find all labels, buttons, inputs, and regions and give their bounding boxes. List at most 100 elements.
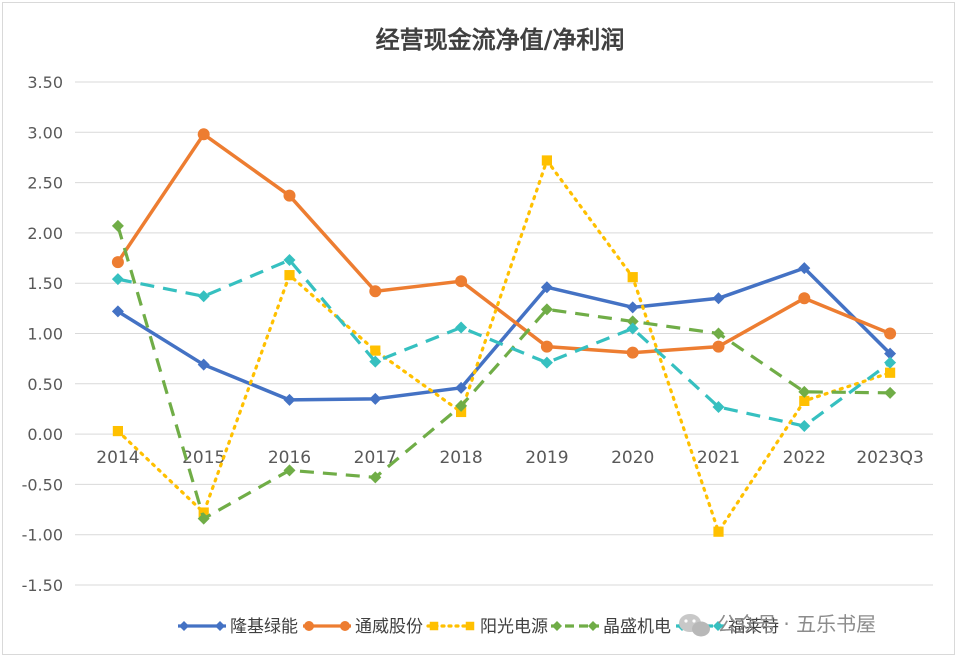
data-point [712,400,725,413]
data-point [369,355,382,368]
data-point [540,281,553,294]
y-tick-label: 2.50 [27,174,63,193]
y-tick-label: 1.50 [27,274,63,293]
legend-item: 通威股份 [303,617,423,637]
series-line [117,258,892,428]
legend-label: 阳光电源 [480,617,548,637]
data-point [111,256,124,269]
data-point [369,471,382,484]
legend-marker [340,621,350,631]
y-tick-label: 2.00 [27,224,63,243]
legend: 隆基绿能 通威股份 阳光电源 晶盛机电 福莱特 [178,617,779,637]
data-point [626,315,639,328]
series-group [111,128,897,537]
data-point [540,356,553,369]
y-tick-label: 1.00 [27,325,63,344]
x-tick-label: 2015 [182,448,225,468]
y-tick-label: -1.00 [22,526,63,545]
legend-item: 晶盛机电 [551,617,671,637]
legend-label: 福莱特 [728,617,779,637]
data-point [885,367,896,378]
data-point [111,273,124,286]
series-3 [112,155,896,537]
legend-marker [215,621,225,631]
legend-label: 晶盛机电 [603,617,671,637]
data-point [712,327,725,340]
series-1 [111,262,897,406]
series-line [116,266,892,402]
data-point [112,425,123,437]
legend-marker [552,621,562,631]
data-point [713,526,724,537]
x-tick-label: 2023Q3 [856,448,923,468]
data-point [626,322,639,335]
data-point [798,385,811,398]
data-point [197,290,210,303]
data-point [369,285,382,298]
legend-label: 隆基绿能 [230,617,298,637]
data-point [111,305,124,318]
y-tick-label: 0.50 [27,375,63,394]
data-point [198,507,209,518]
gridlines [75,81,933,586]
line-chart: 经营现金流净值/净利润 3.50 3.00 2.50 2.00 1.50 1.00 0.50… [22,26,933,637]
data-point [197,512,210,525]
data-point [283,393,296,406]
x-tick-label: 2018 [439,448,482,468]
data-point [626,346,639,359]
data-point [197,358,210,371]
data-point [884,347,897,360]
legend-marker [429,621,439,631]
y-tick-label: 0.00 [27,425,63,444]
series-line [116,158,892,534]
x-tick-label: 2022 [783,448,826,468]
series-2 [111,128,897,359]
data-point [712,292,725,305]
data-point [283,254,296,267]
legend-item: 隆基绿能 [178,617,298,637]
y-axis-ticks: 3.50 3.00 2.50 2.00 1.50 1.00 0.50 0.00 -0.50 -1.… [22,73,63,595]
x-tick-label: 2016 [268,448,311,468]
legend-label: 通威股份 [355,617,423,637]
data-point [370,345,381,356]
data-point [884,327,897,340]
x-tick-label: 2014 [96,448,139,468]
data-point [884,386,897,399]
data-point [455,321,468,334]
series-5 [111,254,897,433]
data-point [111,219,124,232]
legend-marker [179,621,189,631]
legend-marker [588,621,598,631]
chart-title: 经营现金流净值/净利润 [376,26,625,54]
legend-marker [304,621,314,631]
data-point [712,340,725,353]
data-point [455,381,468,394]
data-point [455,399,468,412]
watermark-text: 公众号 · 五乐书屋 [717,612,876,636]
data-point [798,420,811,433]
x-tick-label: 2020 [611,448,654,468]
data-point [798,262,811,275]
data-point [283,464,296,477]
series-4 [111,219,897,525]
x-tick-label: 2017 [354,448,397,468]
x-tick-label: 2019 [525,448,568,468]
data-point [627,272,638,283]
data-point [799,395,810,407]
x-axis-ticks: 2014 2015 2016 2017 2018 2019 2020 2021 2022 2023… [96,448,924,468]
data-point [197,128,210,141]
data-point [798,292,811,305]
data-point [369,392,382,405]
data-point [284,270,295,281]
data-point [540,340,553,353]
y-tick-label: 3.00 [27,123,63,142]
data-point [456,406,467,418]
data-point [884,356,897,369]
data-point [626,301,639,314]
y-tick-label: 3.50 [27,73,63,92]
data-point [541,155,552,166]
y-tick-label: -1.50 [22,576,63,595]
data-point [540,303,553,316]
legend-item: 阳光电源 [426,617,548,637]
